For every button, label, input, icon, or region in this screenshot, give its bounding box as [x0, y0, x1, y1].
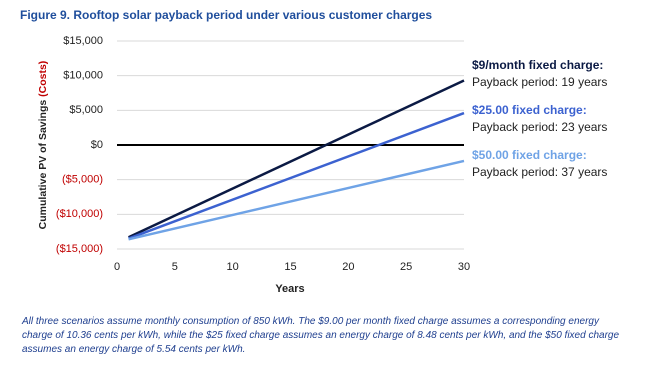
- annotation: Payback period: 19 years: [472, 75, 607, 89]
- y-axis-label-main: Cumulative PV of Savings: [37, 100, 49, 230]
- footnote: All three scenarios assume monthly consu…: [22, 316, 620, 355]
- y-tick-label: $15,000: [63, 35, 103, 47]
- annotation: Payback period: 37 years: [472, 165, 607, 179]
- x-tick-label: 0: [114, 261, 120, 273]
- legend-label: $50.00 fixed charge:: [472, 148, 587, 162]
- y-tick-label: $5,000: [69, 104, 103, 116]
- y-tick-label: $10,000: [63, 70, 103, 82]
- legend-label: $25.00 fixed charge:: [472, 103, 587, 117]
- x-axis-label: Years: [275, 283, 304, 295]
- series-line: [128, 79, 465, 239]
- series-line: [128, 159, 465, 241]
- x-tick-label: 5: [172, 261, 178, 273]
- x-tick-label: 15: [284, 261, 296, 273]
- x-tick-label: 25: [400, 261, 412, 273]
- x-tick-label: 20: [342, 261, 354, 273]
- series-line: [128, 111, 465, 240]
- y-tick-label: ($10,000): [56, 208, 103, 220]
- y-axis-label: Cumulative PV of Savings (Costs): [37, 61, 49, 230]
- y-tick-label: $0: [91, 139, 103, 151]
- y-tick-label: ($15,000): [56, 243, 103, 255]
- y-tick-label: ($5,000): [62, 174, 103, 186]
- annotation: Payback period: 23 years: [472, 120, 607, 134]
- x-tick-label: 10: [227, 261, 239, 273]
- legend-label: $9/month fixed charge:: [472, 58, 603, 72]
- chart: Figure 9. Rooftop solar payback period u…: [20, 8, 607, 295]
- y-axis-label-negative: (Costs): [37, 61, 49, 97]
- chart-title: Figure 9. Rooftop solar payback period u…: [20, 8, 432, 22]
- x-tick-label: 30: [458, 261, 470, 273]
